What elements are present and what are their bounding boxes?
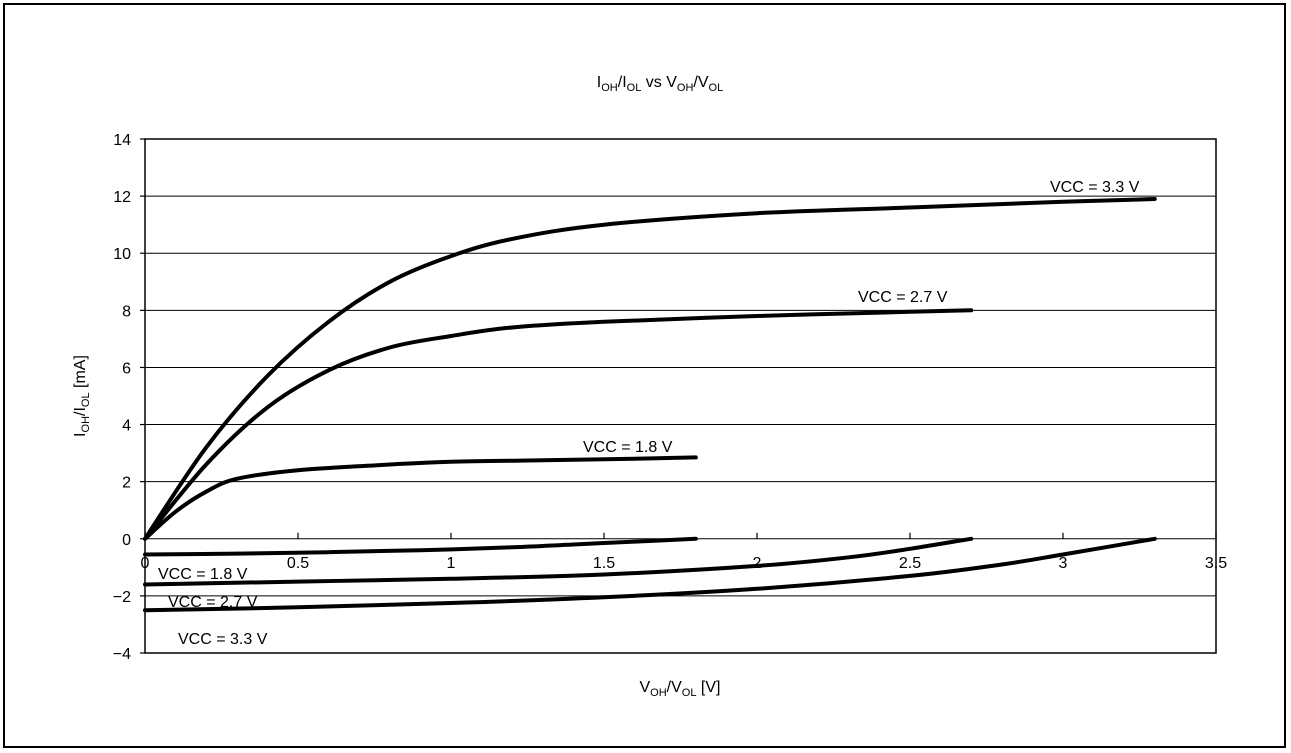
series-label-sink-vcc-3-3-v: VCC = 3.3 V [178,631,268,648]
chart-title: IOH/IOL vs VOH/VOL [597,74,723,94]
series-line-source-vcc-3-3-v [143,197,1157,541]
x-tick-label: 2 [753,555,762,572]
series-label-source-vcc-2-7-v: VCC = 2.7 V [858,289,948,306]
x-tick-label: 0.5 [287,555,309,572]
series-label-source-vcc-1-8-v: VCC = 1.8 V [583,439,673,456]
y-tick-label: 0 [122,532,131,549]
x-tick-label: 3.5 [1205,555,1227,572]
y-tick-label: 10 [113,246,131,263]
y-tick-label: 2 [122,475,131,492]
series-line-sink-vcc-1-8-v [143,536,698,557]
series-layer [143,197,1157,613]
grid-layer [145,195,1216,597]
series-label-sink-vcc-1-8-v: VCC = 1.8 V [158,566,248,583]
series-line-source-vcc-1-8-v [143,455,698,541]
y-tick-label: 4 [122,418,131,435]
x-tick-label: 1.5 [593,555,615,572]
series-label-source-vcc-3-3-v: VCC = 3.3 V [1050,179,1140,196]
x-tick-label: 2.5 [899,555,921,572]
series-line-source-vcc-2-7-v [143,308,974,541]
y-tick-label: 14 [113,132,131,149]
x-tick-label: 0 [141,555,150,572]
plot-area [144,138,1217,654]
y-tick-label: −4 [113,646,131,663]
chart-frame [3,3,1286,748]
y-axis-title: IOH/IOL [mA] [72,355,92,437]
x-tick-label: 3 [1059,555,1068,572]
y-tick-label: 6 [122,360,131,377]
series-line-sink-vcc-3-3-v [143,536,1157,613]
y-tick-label: 12 [113,189,131,206]
series-label-sink-vcc-2-7-v: VCC = 2.7 V [168,594,258,611]
x-tick-label: 1 [447,555,456,572]
ticks-layer: −4 −2 0 2 4 6 8 10 12 14 0 0.5 1 1.5 2 2.5 3 3.5 [113,132,1227,663]
series-line-sink-vcc-2-7-v [143,536,974,587]
y-tick-label: 8 [122,303,131,320]
series-labels: VCC = 3.3 V VCC = 2.7 V VCC = 1.8 V VCC = 1… [158,179,1140,648]
x-axis-title: VOH/VOL [V] [640,679,721,699]
y-tick-label: −2 [113,589,131,606]
